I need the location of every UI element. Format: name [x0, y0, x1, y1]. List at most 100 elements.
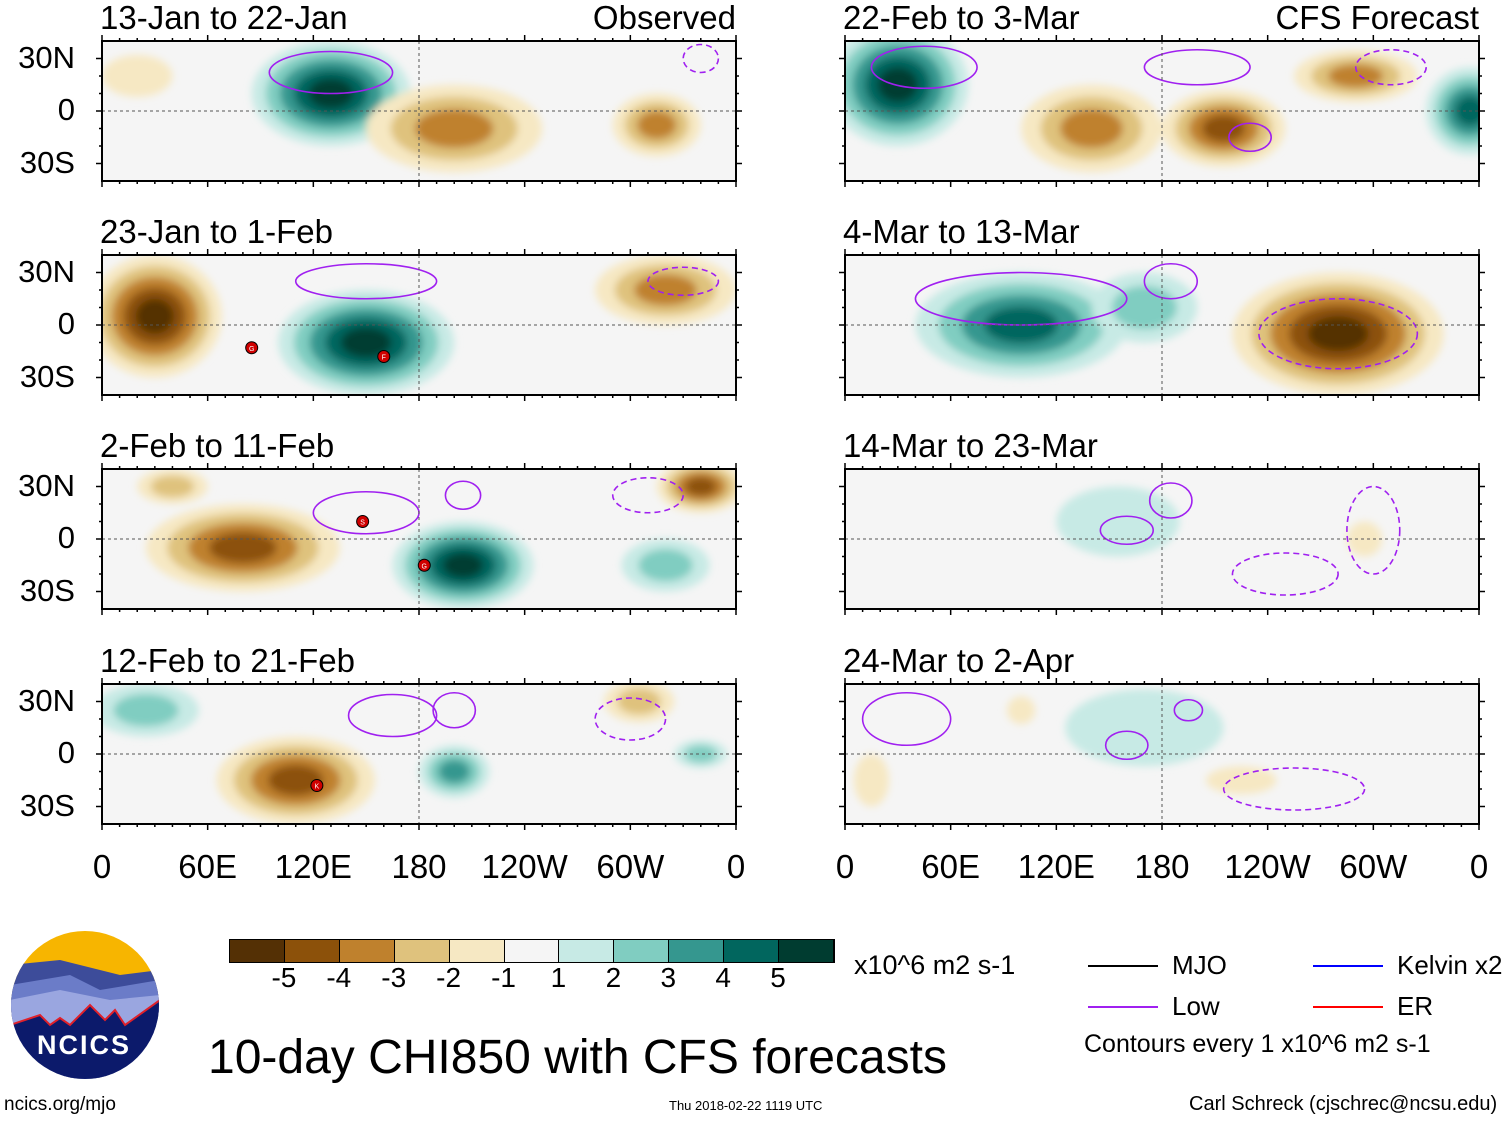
- low-frequency-contour: [1173, 698, 1204, 722]
- low-frequency-contour: [1104, 730, 1149, 761]
- svg-text:G: G: [249, 346, 254, 353]
- anomaly-contour-fill: [102, 55, 173, 97]
- colorbar-tick-label: -3: [381, 962, 407, 993]
- anomaly-contour-fill: [1056, 486, 1180, 557]
- logo-text: NCICS: [37, 1030, 132, 1060]
- colorbar-swatch: [559, 940, 615, 962]
- colorbar-tick-label: -4: [326, 962, 352, 993]
- anomaly-contour-fill: [1065, 689, 1224, 767]
- lon-tick-label: 60W: [1339, 848, 1408, 885]
- lat-tick-label: 30S: [19, 572, 75, 608]
- panel-title: 2-Feb to 11-Feb: [100, 427, 335, 464]
- timestamp: Thu 2018-02-22 1119 UTC: [669, 1098, 823, 1113]
- low-frequency-contour: [347, 693, 438, 738]
- colorbar-tick-label: 3: [660, 962, 677, 993]
- colorbar-swatch: [449, 940, 505, 962]
- author: Carl Schreck (cjschrec@ncsu.edu): [1189, 1093, 1498, 1115]
- anomaly-contour-fill: [685, 477, 717, 496]
- colorbar-tick-label: 5: [770, 962, 786, 993]
- lon-tick-label: 0: [92, 848, 112, 885]
- anomaly-contour-fill: [415, 109, 494, 148]
- anomaly-contour-fill: [853, 754, 890, 807]
- lat-tick-label: 30N: [18, 467, 75, 503]
- lon-tick-label: 120W: [1224, 848, 1311, 885]
- lon-tick-label: 60W: [596, 848, 665, 885]
- colorbar-tick-label: -1: [491, 962, 516, 993]
- anomaly-contour-fill: [268, 765, 324, 796]
- legend-label: Low: [1172, 991, 1220, 1021]
- low-frequency-contour: [1099, 515, 1154, 546]
- low-frequency-contour: [432, 691, 477, 729]
- lat-tick-label: 30S: [19, 144, 75, 180]
- lon-tick-label: 60E: [178, 848, 238, 885]
- lat-tick-label: 0: [57, 306, 75, 341]
- low-frequency-contour: [870, 45, 978, 90]
- svg-text:F: F: [382, 355, 386, 362]
- colorbar-tick-label: -2: [436, 962, 462, 993]
- low-frequency-contour: [1354, 48, 1427, 86]
- anomaly-contour-fill: [442, 552, 484, 578]
- colorbar-tick-label: -5: [271, 962, 297, 993]
- lon-tick-label: 0: [726, 848, 746, 885]
- site-link[interactable]: ncics.org/mjo: [4, 1094, 116, 1115]
- low-frequency-contour: [1258, 297, 1419, 370]
- tropical-cyclone-marker: G: [417, 558, 431, 572]
- panel-title: 4-Mar to 13-Mar: [843, 213, 1080, 250]
- tropical-cyclone-marker: S: [356, 515, 370, 528]
- anomaly-contour-fill: [1346, 521, 1383, 557]
- colorbar-tick-label: 1: [550, 962, 567, 993]
- svg-text:G: G: [422, 563, 427, 570]
- colorbar-swatch: [339, 940, 395, 962]
- anomaly-contour-fill: [1307, 316, 1369, 352]
- anomaly-contour-fill: [637, 111, 677, 139]
- figure-title: 10-day CHI850 with CFS forecasts: [208, 1031, 947, 1084]
- lat-tick-label: 0: [57, 520, 75, 555]
- legend-label: Kelvin x2: [1397, 950, 1503, 980]
- lon-tick-label: 120W: [481, 848, 568, 885]
- anomaly-contour-fill: [1202, 115, 1246, 142]
- tropical-cyclone-marker: K: [310, 779, 324, 792]
- lat-tick-label: 30N: [18, 39, 75, 75]
- anomaly-contour-fill: [438, 759, 470, 784]
- low-frequency-contour: [1231, 552, 1339, 596]
- lon-tick-label: 60E: [921, 848, 981, 885]
- units-label: x10^6 m2 s-1: [854, 950, 1016, 980]
- colorbar-tick-label: 2: [605, 962, 622, 993]
- colorbar-tick-label: 4: [715, 962, 731, 993]
- anomaly-contour-fill: [638, 549, 693, 582]
- legend-line-low: [1088, 1006, 1158, 1008]
- map-panel: GF: [96, 249, 742, 401]
- low-frequency-contour: [1228, 122, 1272, 153]
- panel-title: 13-Jan to 22-Jan: [100, 0, 348, 36]
- low-frequency-contour: [611, 476, 684, 514]
- legend-line-er: [1313, 1006, 1383, 1008]
- colorbar-swatch: [284, 940, 340, 962]
- map-panel: SG: [96, 463, 742, 615]
- lon-tick-label: 0: [835, 848, 855, 885]
- panel-title: 14-Mar to 23-Mar: [843, 427, 1098, 464]
- colorbar-swatch: [614, 940, 670, 962]
- colorbar-swatch: [230, 940, 285, 962]
- panel-title: 22-Feb to 3-Mar: [843, 0, 1080, 36]
- legend-label: ER: [1397, 991, 1434, 1021]
- legend-label: MJO: [1172, 950, 1227, 980]
- panel-title: 12-Feb to 21-Feb: [100, 642, 355, 679]
- map-panel: K: [96, 678, 742, 830]
- panel-title: 23-Jan to 1-Feb: [100, 213, 333, 250]
- column-label-forecast: CFS Forecast: [1275, 0, 1479, 36]
- lon-tick-label: 120E: [1017, 848, 1095, 885]
- anomaly-contour-fill: [684, 745, 718, 763]
- low-frequency-contour: [1143, 262, 1199, 300]
- map-panel: [96, 35, 742, 187]
- lat-tick-label: 30S: [19, 787, 75, 823]
- anomaly-contour-fill: [617, 688, 661, 715]
- legend-line-mjo: [1088, 965, 1158, 967]
- lon-tick-label: 0: [1469, 848, 1489, 885]
- anomaly-contour-fill: [1454, 95, 1479, 127]
- anomaly-contour-fill: [209, 532, 277, 563]
- anomaly-contour-fill: [135, 298, 174, 334]
- svg-text:S: S: [360, 520, 365, 527]
- lon-tick-label: 180: [1134, 848, 1190, 885]
